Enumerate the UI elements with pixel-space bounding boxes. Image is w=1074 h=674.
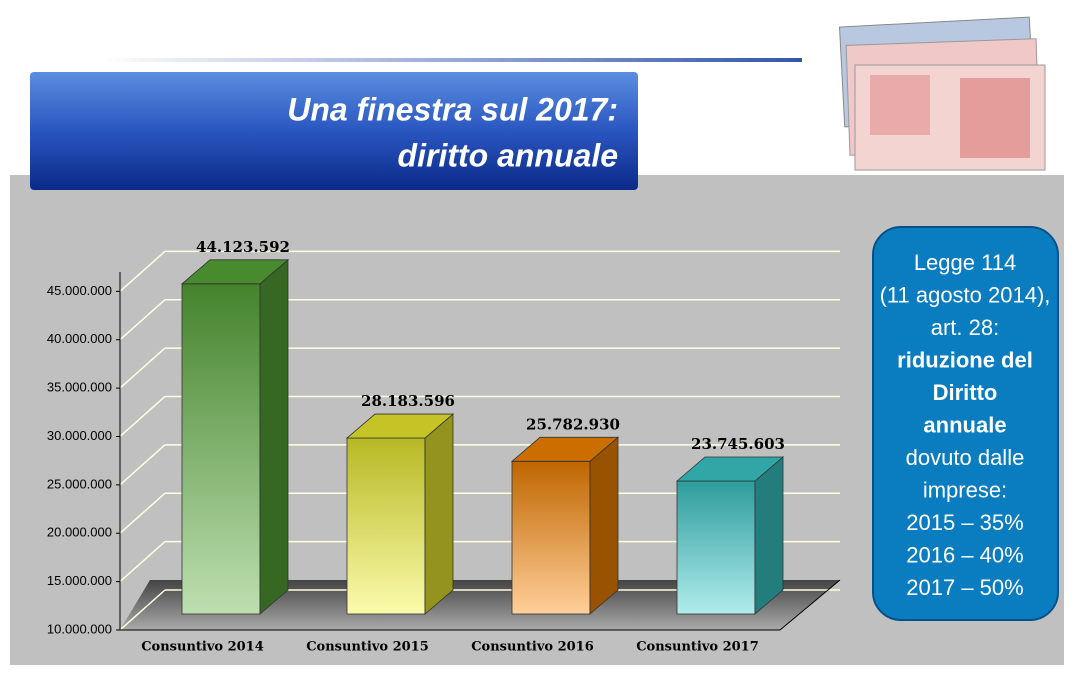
y-tick-label: 30.000.000 (47, 428, 112, 443)
bar-side (425, 414, 453, 614)
y-tick-label: 25.000.000 (47, 476, 112, 491)
note-line: imprese: (923, 477, 1007, 502)
note-line: riduzione del (897, 347, 1033, 372)
bar (182, 284, 260, 614)
x-tick-label: Consuntivo 2014 (141, 640, 264, 655)
bar (347, 438, 425, 614)
x-tick-label: Consuntivo 2015 (306, 640, 429, 655)
bar (512, 461, 590, 614)
note-line: 2015 – 35% (906, 510, 1023, 535)
y-tick-label: 40.000.000 (47, 331, 112, 346)
bar (677, 481, 755, 614)
y-tick-label: 45.000.000 (47, 283, 112, 298)
note-line: art. 28: (931, 315, 999, 340)
title-line: diritto annuale (398, 137, 618, 173)
y-tick-label: 10.000.000 (47, 621, 112, 636)
y-tick-label: 20.000.000 (47, 525, 112, 540)
note-line: 2016 – 40% (906, 542, 1023, 567)
x-tick-label: Consuntivo 2016 (471, 640, 594, 655)
bar-side (260, 260, 288, 614)
y-tick-label: 15.000.000 (47, 573, 112, 588)
value-label: 28.183.596 (361, 392, 455, 410)
page: {"chart_data": {"type": "bar", "title": … (0, 0, 1074, 674)
title-line: Una finestra sul 2017: (287, 91, 618, 127)
slide: Una finestra sul 2017: diritto annuale 1… (0, 0, 1074, 674)
note-line: (11 agosto 2014), (880, 282, 1051, 307)
bar-side (755, 457, 783, 614)
note-line: dovuto dalle (906, 445, 1025, 470)
value-label: 44.123.592 (196, 238, 290, 256)
header-line (100, 58, 802, 62)
x-tick-label: Consuntivo 2017 (636, 640, 759, 655)
note-line: Diritto (933, 380, 998, 405)
value-label: 25.782.930 (526, 415, 620, 433)
bar-side (590, 437, 618, 614)
value-label: 23.745.603 (691, 435, 785, 453)
note-line: Legge 114 (914, 250, 1016, 275)
note-line: annuale (923, 412, 1006, 437)
y-tick-label: 35.000.000 (47, 380, 112, 395)
note-line: 2017 – 50% (906, 575, 1023, 600)
banknotes (840, 17, 1045, 170)
